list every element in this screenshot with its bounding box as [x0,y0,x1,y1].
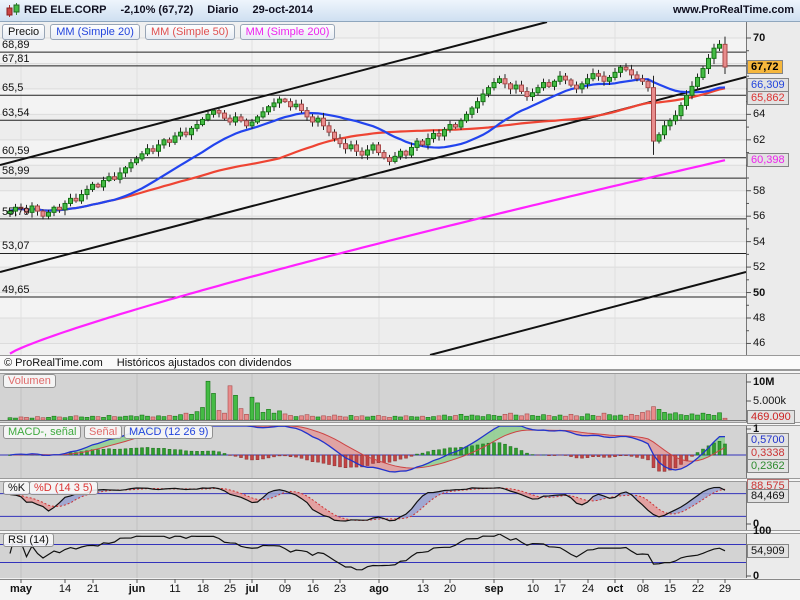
footer-band [0,355,800,370]
tab-mm-simple-20[interactable]: MM (Simple 20) [50,24,140,40]
prorealtime-site-label: www.ProRealTime.com [672,4,794,16]
panel-separator [0,530,800,534]
tab-stoch-d[interactable]: %D (14 3 5) [29,481,98,495]
panel-separator [0,422,800,426]
tab-mm-simple-50[interactable]: MM (Simple 50) [144,24,235,40]
tab-volumen[interactable]: Volumen [3,374,56,388]
tab-mm-simple-200[interactable]: MM (Simple 200) [239,24,336,40]
tab-precio[interactable]: Precio [2,24,46,40]
footer-note: © ProRealTime.com Históricos ajustados co… [4,357,306,369]
timeframe-label: Diario [207,4,239,16]
dividends-note: Históricos ajustados con dividendos [116,357,292,369]
tab-stoch-k[interactable]: %K [3,481,31,495]
rsi-panel[interactable] [0,532,746,578]
date-label: 29-oct-2014 [252,4,314,16]
symbol-title: RED ELE.CORP [24,4,107,16]
tab-macd-main[interactable]: MACD (12 26 9) [124,425,214,439]
panel-separator [0,370,800,374]
copyright-label: © ProRealTime.com [4,357,103,369]
tab-macd-hist[interactable]: MACD-, señal [3,425,82,439]
candlestick-logo-icon [6,3,20,21]
time-axis[interactable] [0,579,800,600]
volume-panel[interactable] [0,372,746,422]
tab-macd-senal[interactable]: Señal [84,425,123,439]
indicator-tab-row: Precio MM (Simple 20) MM (Simple 50) MM … [0,22,336,40]
panel-separator [0,478,800,482]
title-bar [0,0,800,22]
tab-rsi[interactable]: RSI (14) [3,533,54,547]
change-percent: -2,10% (67,72) [120,4,194,16]
stochastic-panel[interactable] [0,480,746,530]
